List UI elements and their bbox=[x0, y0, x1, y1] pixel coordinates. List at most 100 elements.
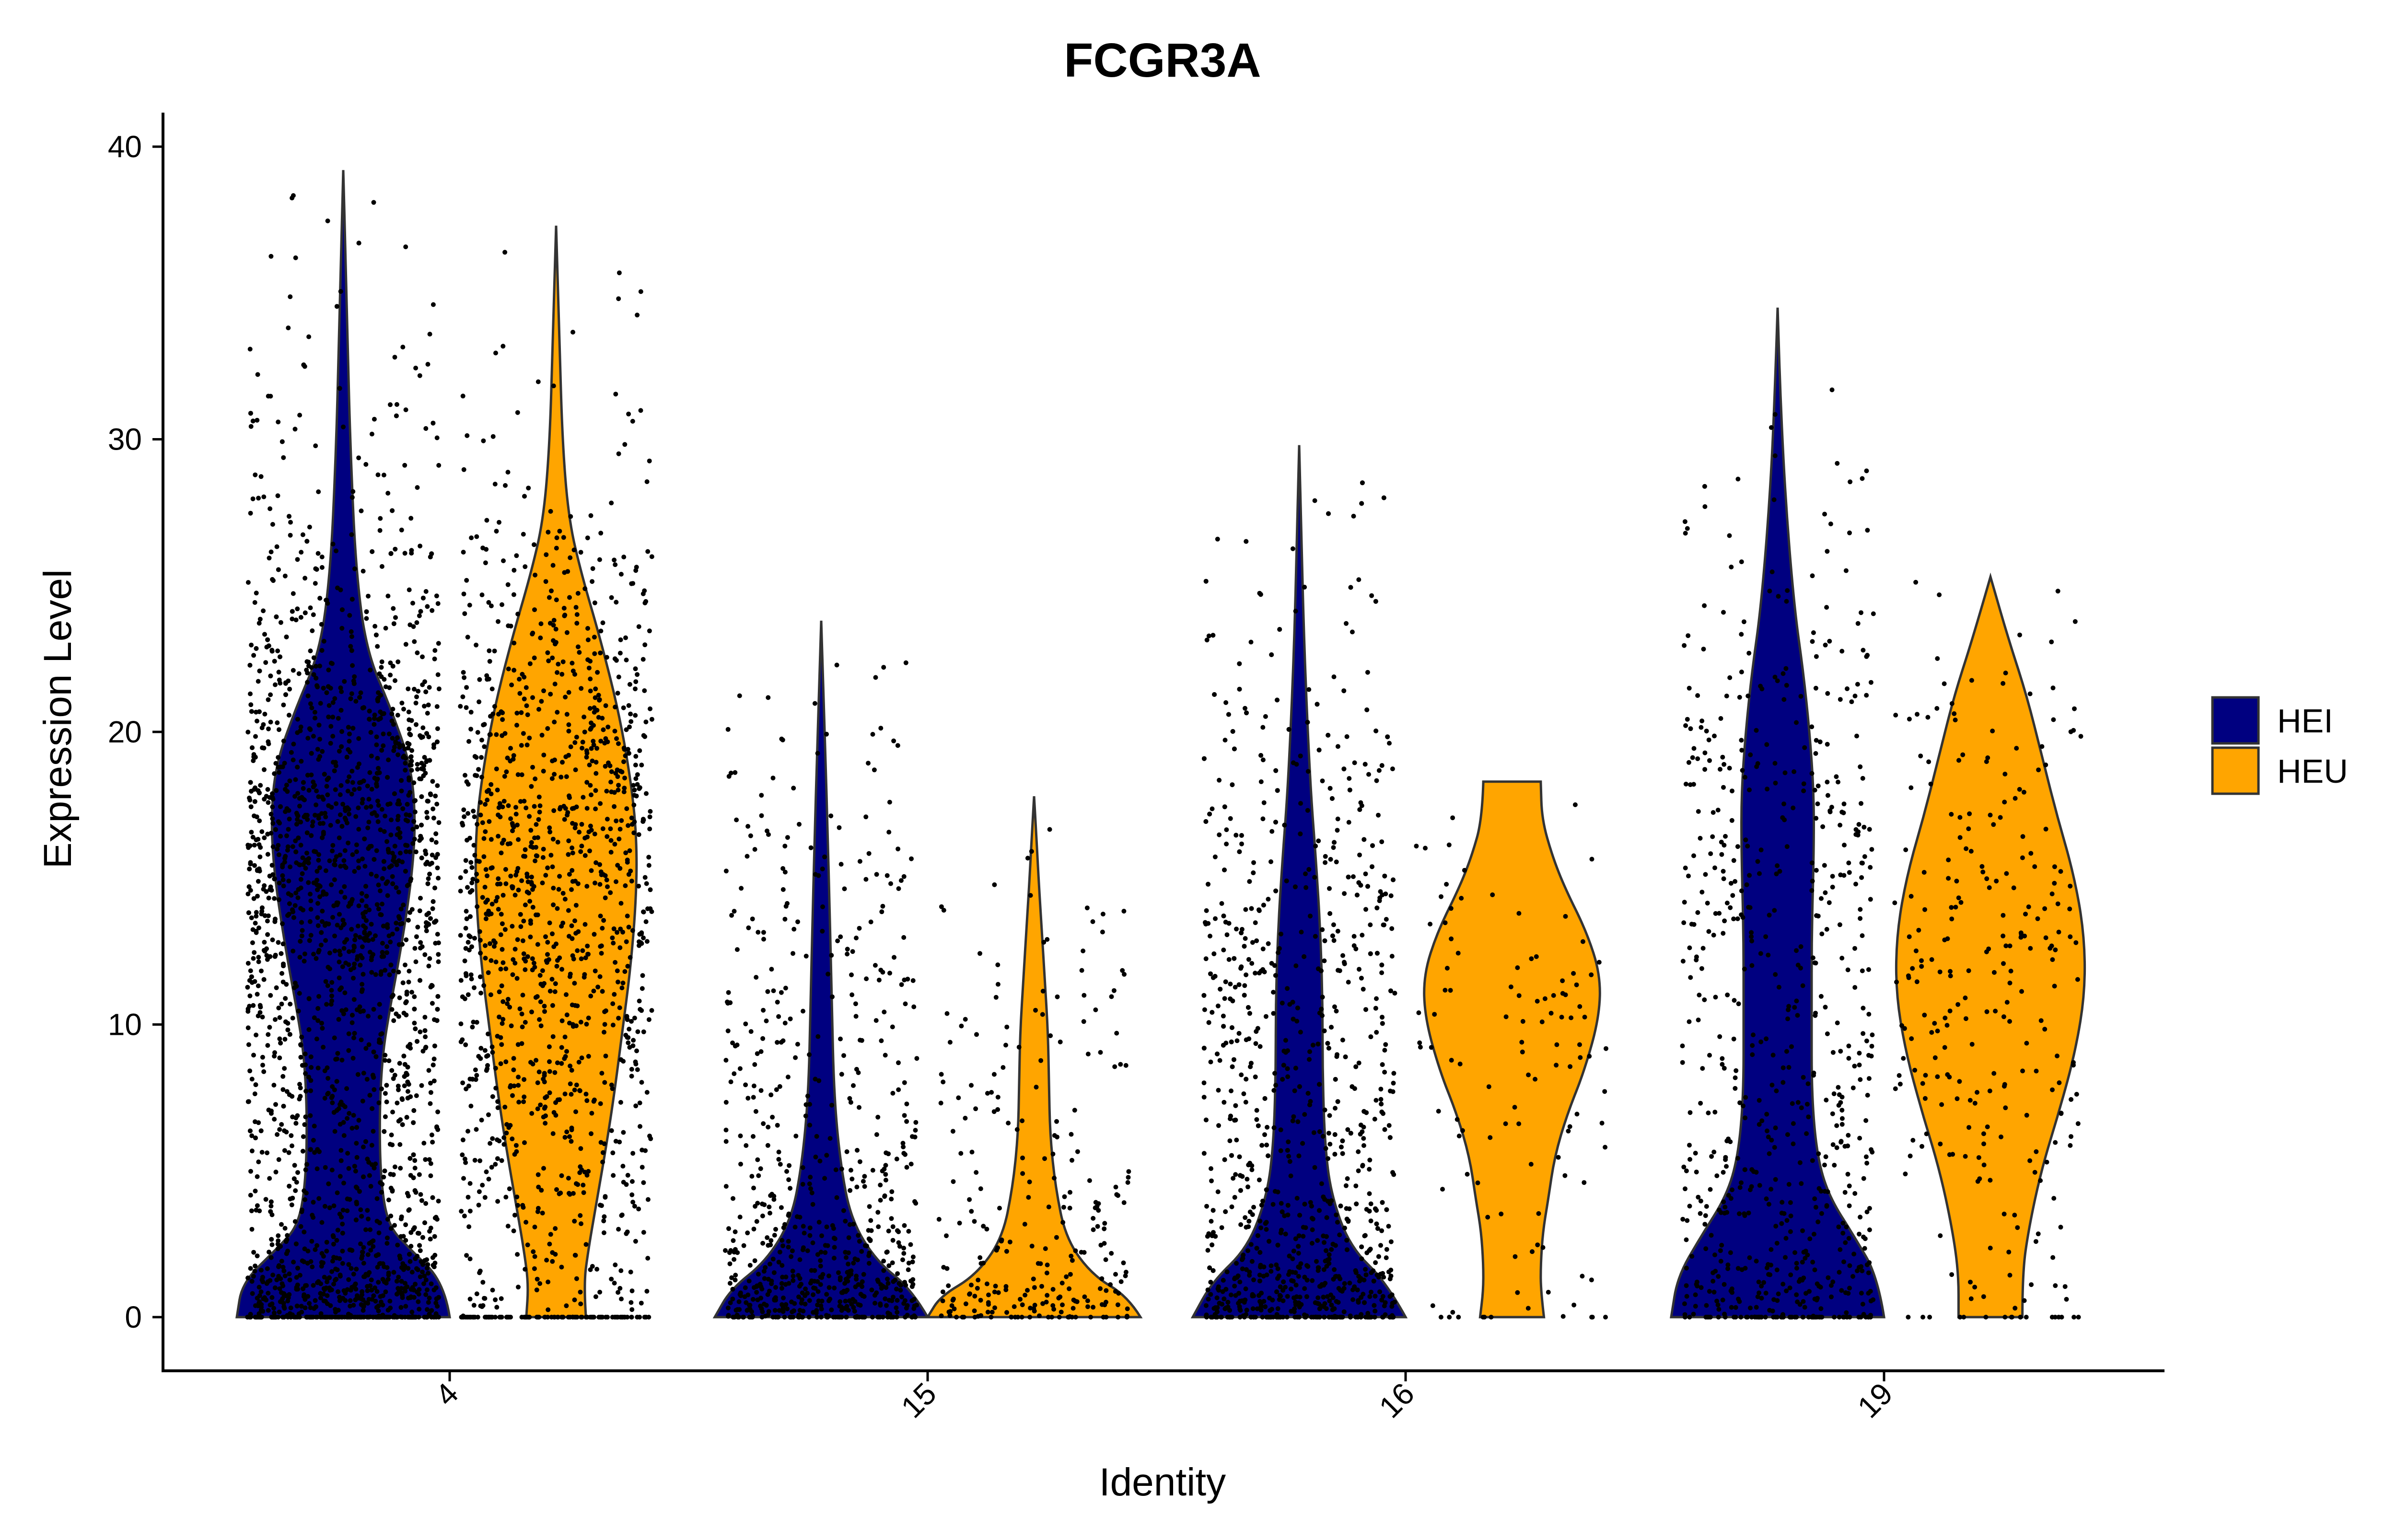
data-point bbox=[1257, 1177, 1262, 1182]
data-point bbox=[363, 925, 368, 930]
data-point bbox=[812, 1279, 817, 1284]
data-point bbox=[331, 1282, 336, 1287]
data-point bbox=[427, 1157, 432, 1162]
data-point bbox=[1382, 1048, 1387, 1053]
data-point bbox=[1387, 1135, 1393, 1140]
data-point bbox=[318, 1281, 323, 1286]
data-point bbox=[857, 1105, 861, 1110]
data-point bbox=[388, 962, 394, 968]
data-point bbox=[332, 1129, 337, 1134]
data-point bbox=[1332, 1004, 1337, 1009]
data-point bbox=[1387, 741, 1392, 746]
data-point bbox=[881, 1259, 886, 1263]
data-point bbox=[267, 873, 272, 879]
data-point bbox=[330, 542, 336, 547]
data-point bbox=[837, 1315, 841, 1320]
data-point bbox=[1241, 1313, 1246, 1319]
data-point bbox=[1350, 629, 1355, 635]
data-point bbox=[1316, 838, 1321, 844]
data-point bbox=[1302, 1202, 1307, 1207]
data-point bbox=[1279, 1201, 1284, 1206]
data-point bbox=[312, 1123, 317, 1129]
data-point bbox=[262, 711, 268, 717]
data-point bbox=[249, 974, 254, 979]
data-point bbox=[1686, 873, 1691, 879]
data-point bbox=[1229, 1088, 1233, 1093]
data-point bbox=[1809, 724, 1815, 729]
data-point bbox=[271, 1306, 276, 1311]
data-point bbox=[312, 710, 317, 715]
data-point bbox=[379, 807, 384, 812]
data-point bbox=[252, 813, 256, 819]
data-point bbox=[253, 1135, 258, 1141]
data-point bbox=[1749, 930, 1754, 935]
data-point bbox=[392, 1223, 397, 1228]
data-point bbox=[405, 1089, 410, 1094]
data-point bbox=[1261, 903, 1266, 908]
data-point bbox=[326, 667, 331, 672]
data-point bbox=[1283, 1231, 1288, 1237]
data-point bbox=[1695, 693, 1700, 698]
data-point bbox=[258, 783, 263, 788]
data-point bbox=[1203, 579, 1209, 584]
data-point bbox=[1340, 1037, 1345, 1042]
data-point bbox=[420, 595, 426, 601]
data-point bbox=[303, 610, 308, 615]
data-point bbox=[393, 546, 398, 552]
data-point bbox=[295, 1265, 300, 1271]
data-point bbox=[409, 1270, 415, 1275]
data-point bbox=[312, 1015, 317, 1020]
data-point bbox=[873, 963, 878, 968]
data-point bbox=[1376, 768, 1382, 773]
data-point bbox=[847, 1269, 852, 1274]
data-point bbox=[371, 1129, 376, 1134]
data-point bbox=[412, 1166, 418, 1170]
data-point bbox=[315, 1018, 321, 1023]
data-point bbox=[876, 1224, 881, 1229]
data-point bbox=[304, 1162, 309, 1167]
data-point bbox=[1291, 760, 1296, 765]
data-point bbox=[256, 709, 262, 714]
data-point bbox=[251, 758, 256, 764]
data-point bbox=[879, 909, 884, 915]
data-point bbox=[1222, 738, 1228, 743]
data-point bbox=[1305, 769, 1311, 774]
data-point bbox=[367, 949, 372, 955]
data-point bbox=[1842, 843, 1847, 848]
data-point bbox=[360, 1250, 365, 1255]
data-point bbox=[305, 680, 310, 685]
data-point bbox=[381, 743, 386, 748]
data-point bbox=[1227, 1308, 1232, 1313]
data-point bbox=[897, 1244, 902, 1249]
data-point bbox=[295, 813, 301, 819]
data-point bbox=[302, 951, 307, 957]
data-point bbox=[1340, 1151, 1345, 1156]
data-point bbox=[305, 736, 311, 741]
data-point bbox=[1801, 1299, 1806, 1304]
data-point bbox=[1348, 1131, 1353, 1136]
data-point bbox=[1246, 1218, 1252, 1224]
data-point bbox=[770, 776, 776, 781]
data-point bbox=[1286, 727, 1292, 732]
data-point bbox=[372, 716, 377, 721]
data-point bbox=[270, 821, 276, 826]
data-point bbox=[323, 979, 328, 984]
data-point bbox=[1759, 1118, 1765, 1123]
data-point bbox=[423, 426, 429, 431]
data-point bbox=[1683, 1186, 1687, 1192]
data-point bbox=[805, 1248, 810, 1253]
data-point bbox=[1243, 907, 1248, 912]
data-point bbox=[423, 1277, 429, 1283]
data-point bbox=[731, 1196, 735, 1201]
data-point bbox=[322, 1287, 327, 1292]
data-point bbox=[1319, 1181, 1324, 1186]
data-point bbox=[287, 1032, 292, 1037]
data-point bbox=[1687, 1315, 1692, 1320]
data-point bbox=[249, 1077, 255, 1082]
data-point bbox=[1313, 934, 1318, 939]
data-point bbox=[384, 1083, 389, 1088]
data-point bbox=[366, 1042, 372, 1047]
data-point bbox=[1861, 1031, 1866, 1036]
data-point bbox=[1732, 998, 1737, 1003]
data-point bbox=[284, 634, 289, 639]
